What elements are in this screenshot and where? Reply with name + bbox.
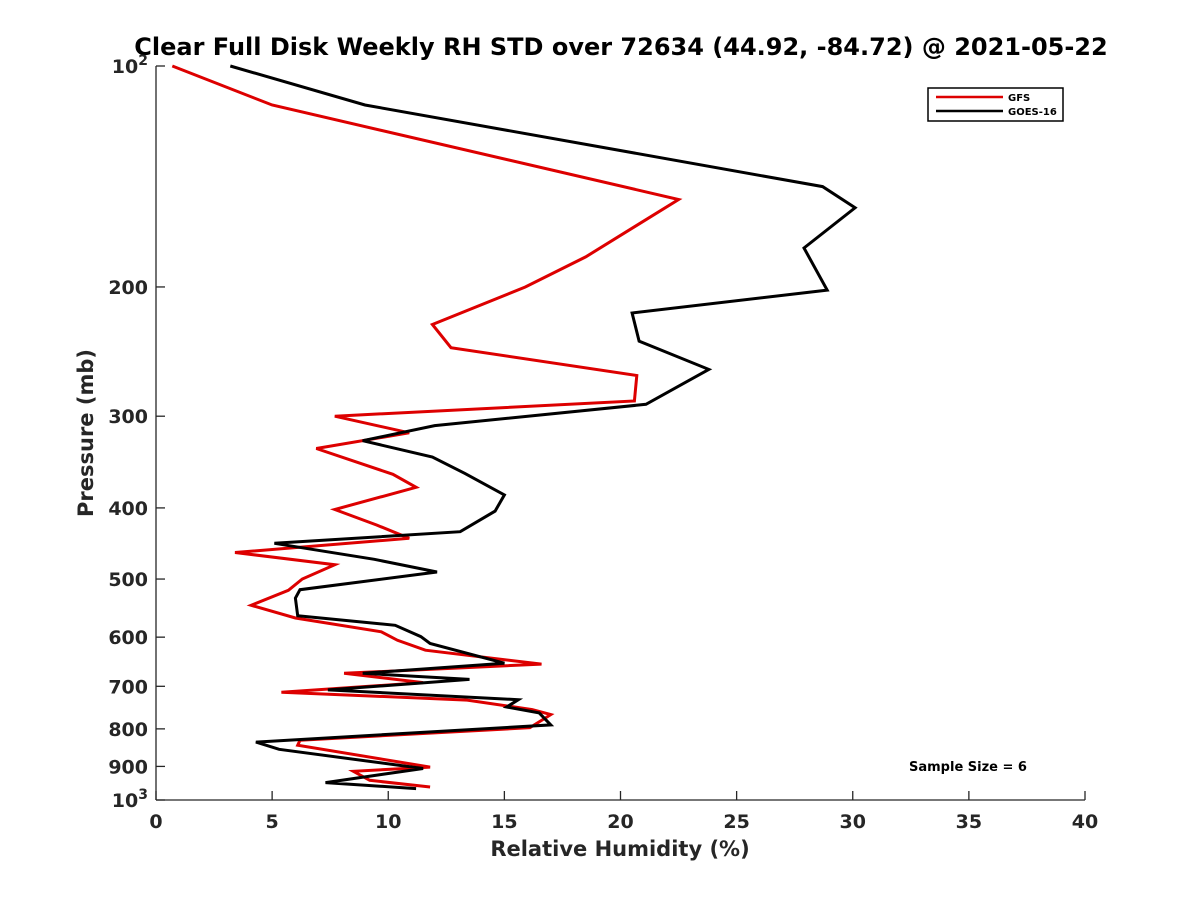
x-tick-label: 15 — [491, 811, 517, 833]
x-tick-label: 5 — [266, 811, 279, 833]
x-axis-label: Relative Humidity (%) — [490, 837, 749, 861]
y-tick-label: 400 — [108, 498, 148, 520]
y-tick-label: 103 — [112, 787, 148, 812]
series-group — [171, 64, 858, 791]
y-tick-label: 102 — [112, 53, 148, 78]
x-tick-label: 30 — [840, 811, 866, 833]
x-tick-label: 10 — [375, 811, 401, 833]
sample-size-annotation: Sample Size = 6 — [909, 760, 1027, 775]
x-tick-label: 40 — [1072, 811, 1098, 833]
y-axis-label: Pressure (mb) — [74, 349, 98, 517]
x-tick-label: 20 — [607, 811, 633, 833]
y-tick-label: 700 — [108, 676, 148, 698]
y-tick-label: 500 — [108, 569, 148, 591]
y-tick-label: 800 — [108, 719, 148, 741]
chart-title: Clear Full Disk Weekly RH STD over 72634… — [134, 33, 1107, 61]
x-tick-label: 25 — [723, 811, 749, 833]
y-tick-label: 600 — [108, 627, 148, 649]
x-tick-label: 35 — [956, 811, 982, 833]
y-axis-ticks: 102 200 300 400 500 600 700 800 900 103 — [108, 53, 165, 812]
series-line-gfs — [171, 64, 683, 789]
legend: GFS GOES-16 — [927, 87, 1064, 122]
x-axis-ticks: 0 5 10 15 20 25 30 35 40 — [149, 791, 1098, 833]
legend-label-gfs: GFS — [1008, 93, 1030, 104]
x-tick-label: 0 — [149, 811, 162, 833]
legend-box — [927, 87, 1064, 122]
y-tick-label: 200 — [108, 277, 148, 299]
legend-label-goes16: GOES-16 — [1008, 107, 1057, 118]
y-tick-label: 300 — [108, 406, 148, 428]
y-tick-label: 900 — [108, 756, 148, 778]
series-line-goes16 — [229, 64, 858, 791]
